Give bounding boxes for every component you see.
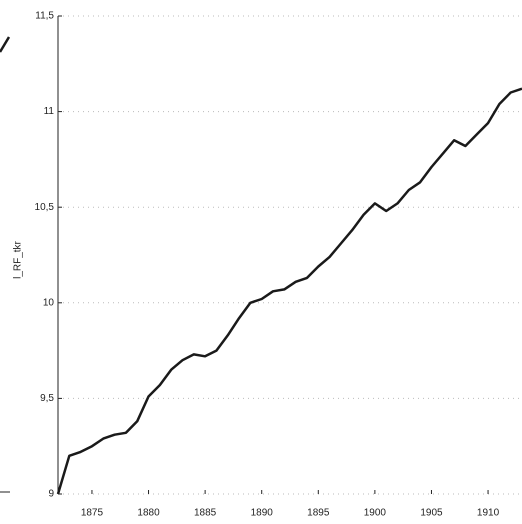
y-tick-label: 11 — [44, 106, 55, 117]
y-tick-label: 9,5 — [40, 393, 54, 404]
y-tick-label: 11,5 — [35, 11, 54, 22]
x-tick-label: 1880 — [137, 508, 160, 519]
neighbor-panel-line — [0, 36, 11, 53]
y-tick-label: 10 — [43, 297, 55, 308]
x-tick-label: 1875 — [81, 508, 104, 519]
x-tick-label: 1895 — [307, 508, 330, 519]
y-tick-label: 10,5 — [35, 202, 55, 213]
x-tick-label: 1905 — [420, 508, 443, 519]
y-tick-label: 9 — [48, 489, 54, 500]
x-tick-label: 1890 — [251, 508, 274, 519]
x-tick-label: 1885 — [194, 508, 217, 519]
x-tick-label: 1900 — [364, 508, 387, 519]
x-tick-label: 1910 — [477, 508, 500, 519]
line — [56, 87, 522, 495]
y-axis-label: l_RF_tkr — [13, 240, 24, 278]
